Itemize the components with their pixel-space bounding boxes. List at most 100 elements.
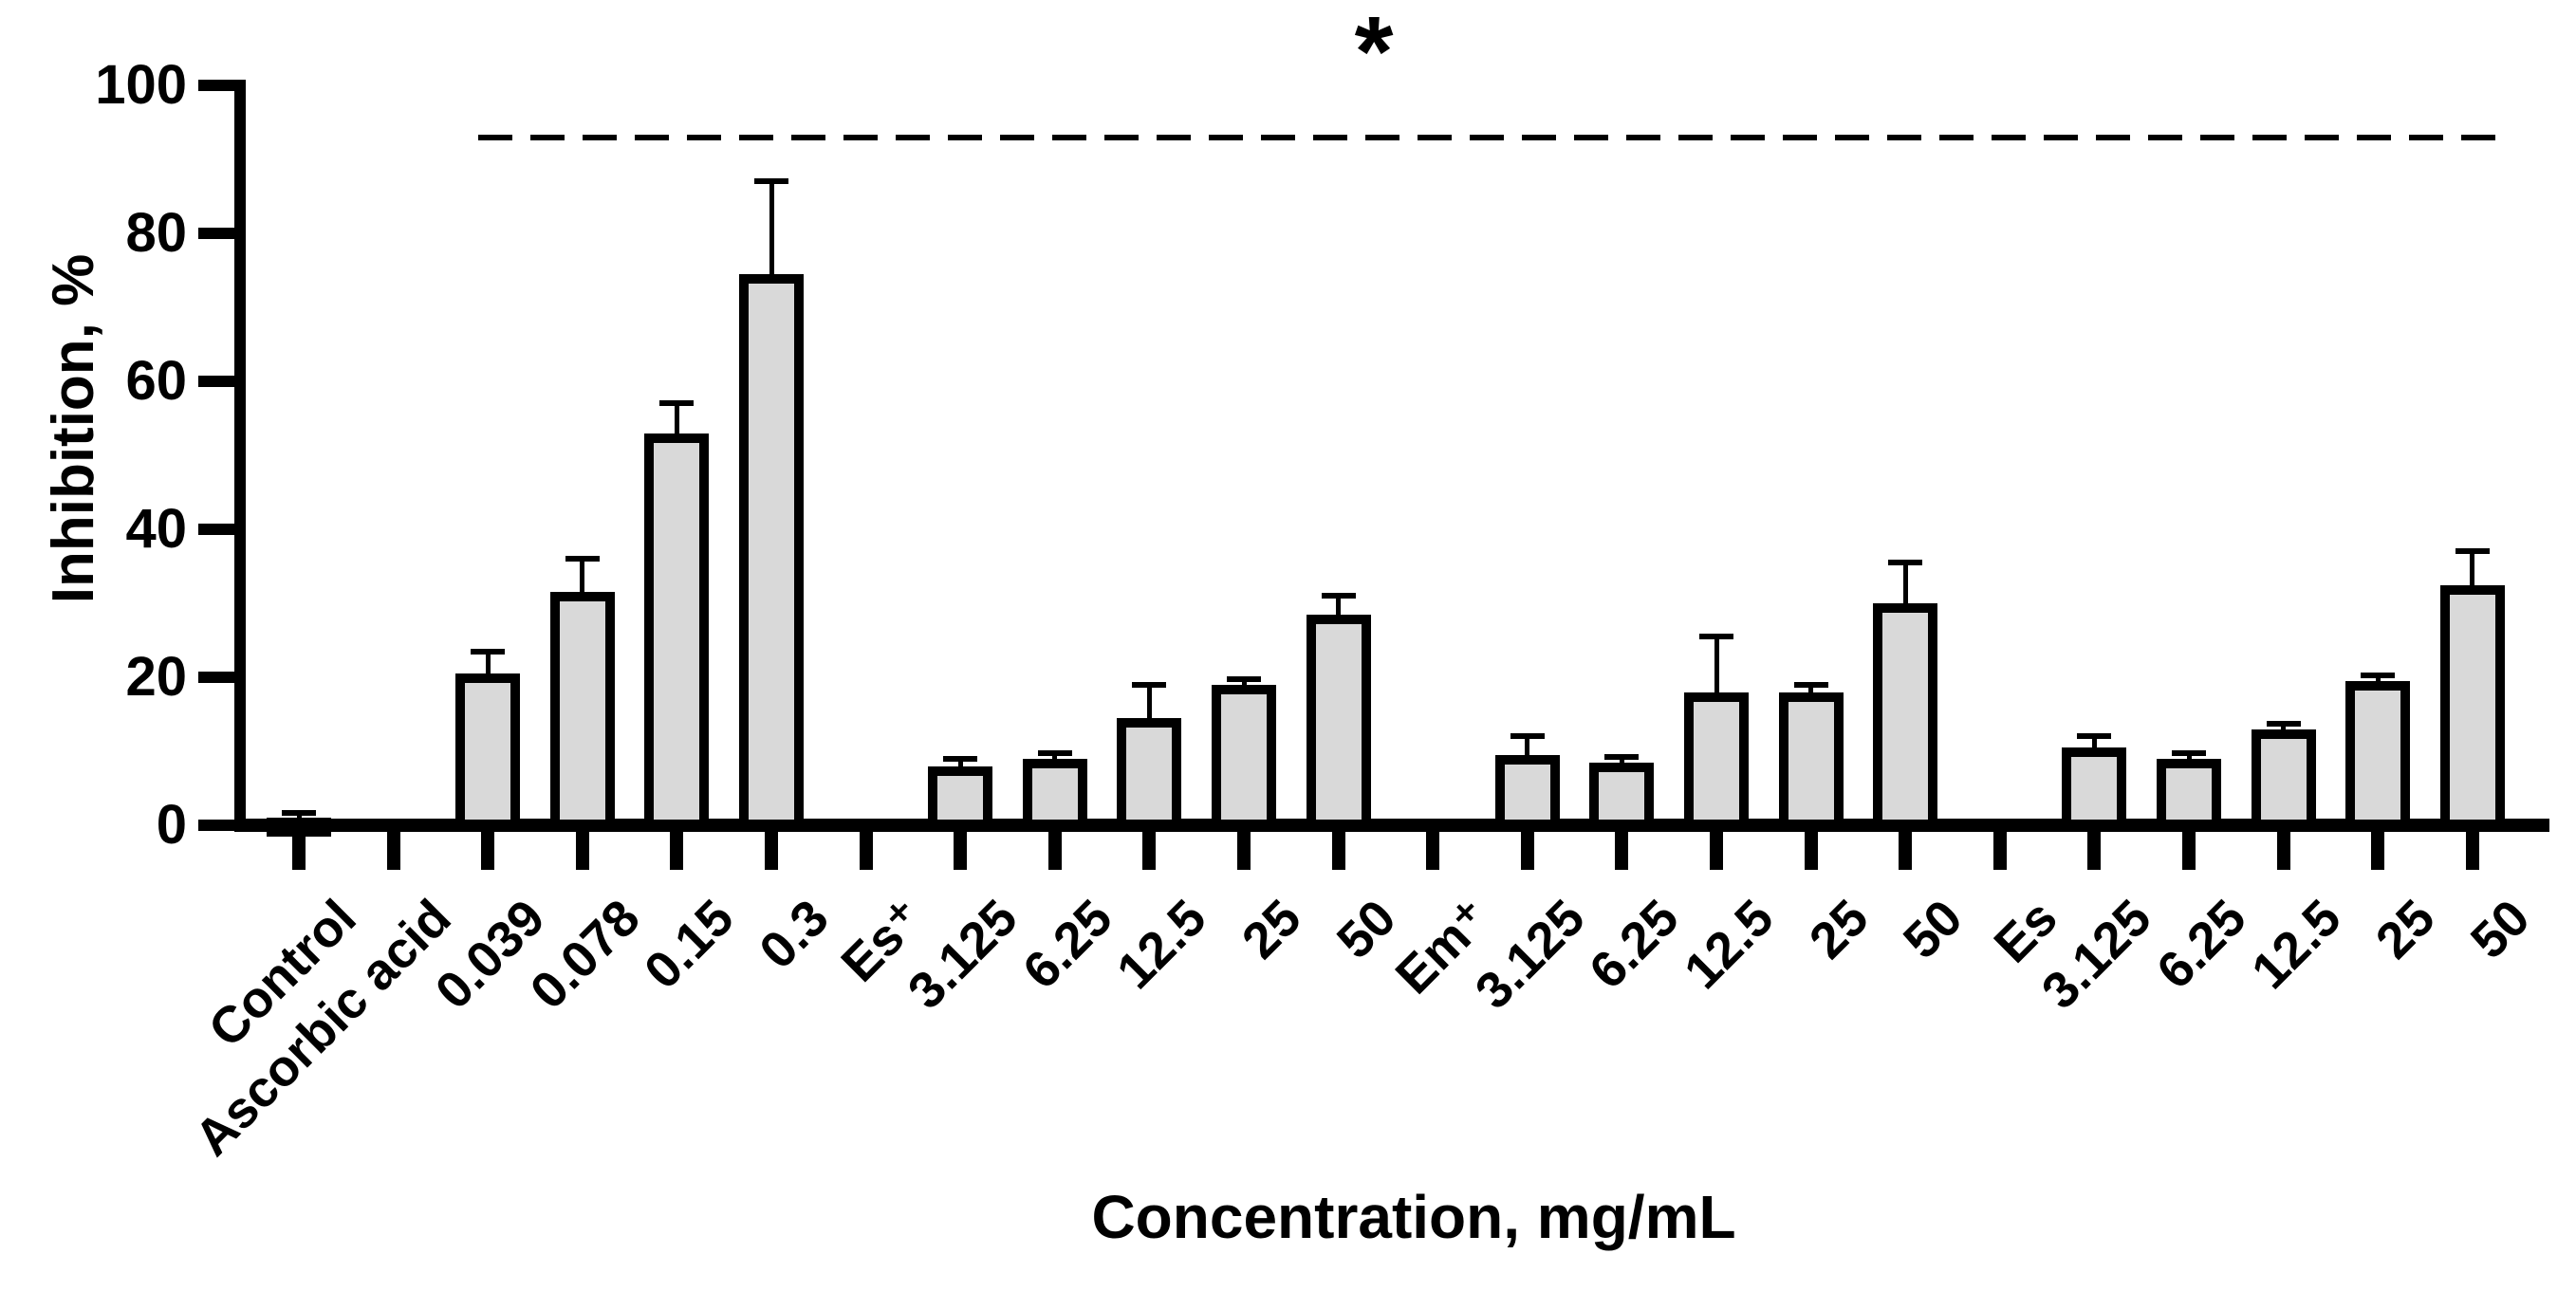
x-tick	[2276, 832, 2290, 870]
x-tick	[1992, 832, 2007, 870]
bar	[455, 673, 521, 829]
error-bar-cap	[1510, 733, 1545, 740]
error-bar-cap	[659, 400, 695, 407]
x-tick	[2465, 832, 2479, 870]
error-bar-stem	[580, 559, 585, 600]
x-tick	[859, 832, 873, 870]
x-tick	[386, 832, 400, 870]
bar	[1212, 684, 1276, 829]
error-bar-cap	[2172, 750, 2206, 757]
x-axis-title: Concentration, mg/mL	[1091, 1183, 1736, 1251]
error-bar-stem	[957, 758, 963, 774]
x-tick	[670, 832, 684, 870]
y-tick-label: 80	[125, 202, 187, 264]
error-bar-cap	[1132, 681, 1167, 688]
x-tick	[1331, 832, 1345, 870]
bar	[1022, 758, 1087, 829]
error-bar-stem	[2281, 724, 2287, 737]
bar	[2157, 758, 2221, 829]
error-bar-cap	[2266, 721, 2301, 728]
bar	[739, 273, 804, 829]
x-tick	[1804, 832, 1818, 870]
bar	[644, 433, 710, 829]
x-tick	[1615, 832, 1629, 870]
error-bar-stem	[1146, 684, 1152, 726]
y-axis-line	[234, 80, 246, 832]
bar	[1589, 762, 1655, 829]
error-bar-cap	[943, 755, 978, 762]
error-bar-cap	[754, 178, 788, 185]
x-tick	[2371, 832, 2385, 870]
x-tick	[1520, 832, 1534, 870]
error-bar-stem	[2470, 551, 2475, 593]
error-bar-cap	[2455, 548, 2490, 555]
x-tick	[1899, 832, 1913, 870]
y-tick-label: 40	[125, 498, 187, 560]
y-tick	[198, 228, 234, 239]
error-bar-stem	[1525, 736, 1530, 763]
significance-line	[478, 134, 2496, 140]
error-bar-cap	[565, 556, 600, 563]
error-bar-cap	[1321, 593, 1356, 599]
bar	[1684, 692, 1749, 829]
x-tick	[954, 832, 968, 870]
x-tick	[1047, 832, 1062, 870]
error-bar-stem	[1808, 684, 1814, 700]
bar	[1117, 717, 1182, 829]
error-bar-cap	[1793, 681, 1828, 688]
error-bar-stem	[296, 812, 302, 826]
x-tick	[2182, 832, 2196, 870]
error-bar-cap	[471, 648, 506, 655]
bar	[2251, 728, 2316, 829]
x-tick	[1710, 832, 1723, 870]
error-bar-stem	[674, 403, 679, 441]
error-bar-cap	[2077, 733, 2112, 740]
y-tick-label: 20	[125, 646, 187, 708]
x-tick	[765, 832, 778, 870]
bar	[2439, 584, 2505, 829]
error-bar-stem	[1052, 753, 1058, 766]
error-bar-stem	[2091, 736, 2097, 756]
error-bar-stem	[1714, 636, 1719, 700]
y-tick-label: 0	[156, 794, 187, 856]
bar	[1306, 614, 1371, 829]
x-tick	[1237, 832, 1251, 870]
error-bar-cap	[1227, 676, 1261, 683]
x-axis-line	[234, 819, 2549, 832]
error-bar-stem	[2375, 675, 2381, 689]
y-tick	[198, 376, 234, 387]
x-tick	[1426, 832, 1440, 870]
bar	[2062, 747, 2127, 829]
x-tick	[1142, 832, 1157, 870]
error-bar-stem	[1619, 757, 1624, 770]
y-tick-label: 100	[95, 54, 187, 116]
error-bar-cap	[282, 809, 316, 816]
bar	[1494, 754, 1560, 829]
error-bar-stem	[485, 651, 491, 682]
bar	[2345, 680, 2411, 829]
error-bar-stem	[1336, 596, 1342, 622]
error-bar-cap	[1888, 560, 1923, 566]
error-bar-stem	[769, 181, 774, 282]
y-tick	[198, 672, 234, 683]
error-bar-cap	[1699, 634, 1733, 640]
error-bar-cap	[2361, 673, 2396, 679]
bar	[549, 592, 615, 829]
error-bar-cap	[1037, 750, 1072, 757]
significance-asterisk: *	[1354, 0, 1394, 107]
y-tick	[198, 80, 234, 91]
bar	[1873, 603, 1938, 829]
error-bar-stem	[1241, 679, 1247, 692]
error-bar-stem	[2186, 753, 2192, 766]
x-tick	[481, 832, 495, 870]
y-tick	[198, 524, 234, 535]
error-bar-stem	[1902, 563, 1908, 611]
bar	[1778, 692, 1844, 829]
x-tick	[292, 832, 306, 870]
bar	[928, 765, 993, 829]
y-tick	[198, 820, 234, 831]
x-tick	[2087, 832, 2102, 870]
error-bar-cap	[1604, 754, 1640, 761]
x-tick	[575, 832, 589, 870]
